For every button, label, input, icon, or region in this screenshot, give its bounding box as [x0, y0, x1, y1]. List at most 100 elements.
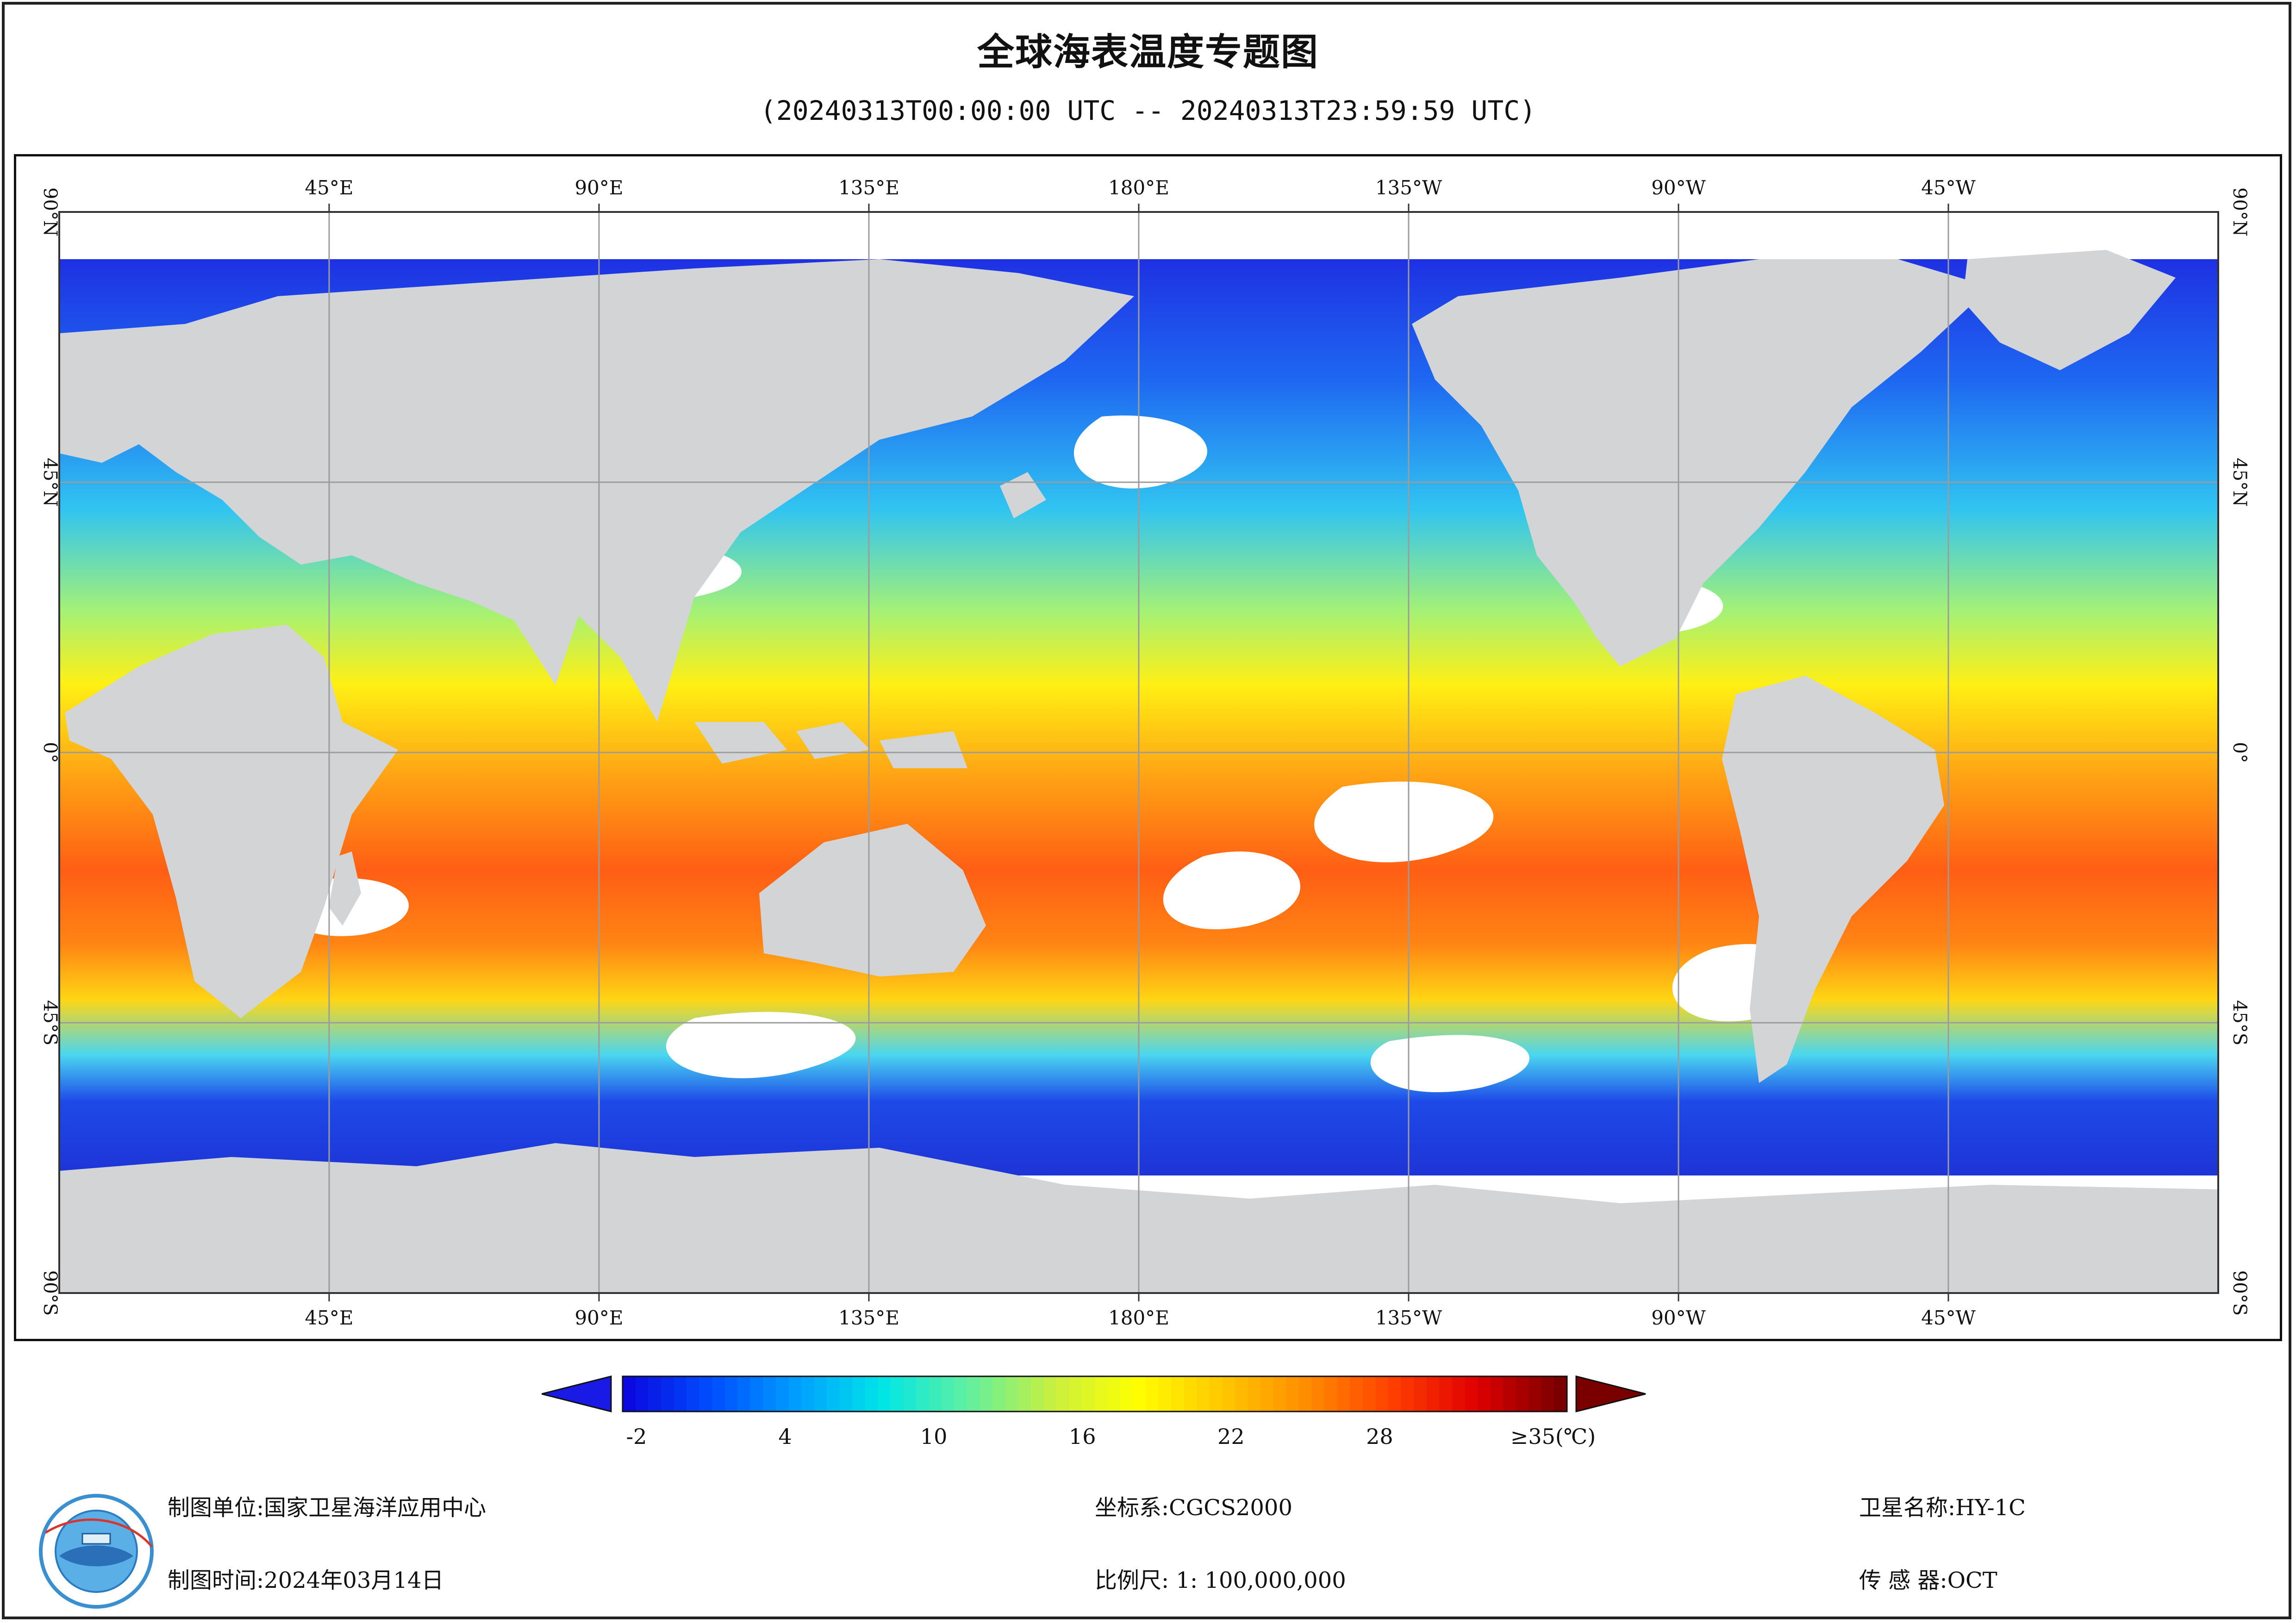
colorbar-cell: [1529, 1376, 1542, 1412]
colorbar-cell: [929, 1376, 942, 1412]
right-lat-label: 90°N: [2229, 187, 2250, 236]
colorbar-cell: [827, 1376, 840, 1412]
colorbar-cell: [1401, 1376, 1414, 1412]
colorbar-cell: [954, 1376, 967, 1412]
colorbar-cell: [1311, 1376, 1325, 1412]
colorbar-cell: [1235, 1376, 1248, 1412]
bottom-lon-label: 135°W: [1375, 1306, 1442, 1329]
top-lon-label: 180°E: [1108, 176, 1169, 199]
colorbar-tick-label: 4: [778, 1424, 792, 1449]
colorbar-tick-label: ≥35(℃): [1510, 1424, 1596, 1449]
colorbar-cell: [1133, 1376, 1146, 1412]
colorbar-cell: [1465, 1376, 1478, 1412]
colorbar-cell: [878, 1376, 891, 1412]
colorbar-cell: [903, 1376, 917, 1412]
colorbar-cell: [1260, 1376, 1274, 1412]
colorbar-cells: [623, 1376, 1567, 1412]
colorbar-cell: [763, 1376, 776, 1412]
colorbar-cell: [1554, 1376, 1567, 1412]
colorbar-cell: [1158, 1376, 1172, 1412]
colorbar-tick-label: 28: [1366, 1424, 1393, 1449]
colorbar-cell: [1184, 1376, 1198, 1412]
colorbar-cell: [814, 1376, 827, 1412]
right-lat-label: 90°S: [2229, 1270, 2250, 1316]
colorbar-cell: [1082, 1376, 1095, 1412]
colorbar-cell: [1107, 1376, 1121, 1412]
map-title: 全球海表温度专题图: [977, 31, 1319, 74]
colorbar-cell: [1146, 1376, 1159, 1412]
top-lon-label: 90°W: [1651, 176, 1706, 199]
colorbar-cell: [1018, 1376, 1031, 1412]
colorbar-cell: [750, 1376, 763, 1412]
left-lat-label: 90°S: [39, 1270, 61, 1316]
coordinate-system: 坐标系:CGCS2000: [1095, 1495, 1293, 1521]
colorbar-cell: [1452, 1376, 1466, 1412]
nsoas-logo-icon: [39, 1494, 154, 1609]
sst-colorbar: -2 4 10 16 22 28 ≥35(℃): [542, 1375, 1646, 1449]
mapping-unit: 制图单位:国家卫星海洋应用中心: [168, 1495, 487, 1521]
bottom-lon-label: 180°E: [1108, 1306, 1169, 1329]
colorbar-cell: [1337, 1376, 1350, 1412]
colorbar-cell: [1043, 1376, 1057, 1412]
colorbar-cell: [1005, 1376, 1019, 1412]
colorbar-tick-label: 10: [920, 1424, 948, 1449]
colorbar-cell: [1426, 1376, 1440, 1412]
colorbar-cell: [1248, 1376, 1261, 1412]
graticule: [59, 212, 2218, 1293]
colorbar-cell: [711, 1376, 725, 1412]
colorbar-cell: [1031, 1376, 1044, 1412]
colorbar-cell: [1299, 1376, 1312, 1412]
bottom-lon-label: 90°W: [1651, 1306, 1706, 1329]
colorbar-cell: [1222, 1376, 1235, 1412]
mapping-time: 制图时间:2024年03月14日: [168, 1567, 444, 1593]
left-lat-label: 90°N: [39, 187, 61, 236]
colorbar-cell: [686, 1376, 700, 1412]
colorbar-cell: [980, 1376, 993, 1412]
colorbar-cell: [865, 1376, 878, 1412]
colorbar-cell: [737, 1376, 751, 1412]
colorbar-cell: [635, 1376, 649, 1412]
colorbar-cell: [1350, 1376, 1363, 1412]
colorbar-cell: [623, 1376, 636, 1412]
colorbar-cell: [1478, 1376, 1491, 1412]
colorbar-cell: [801, 1376, 815, 1412]
colorbar-cell: [1210, 1376, 1223, 1412]
colorbar-cell: [1069, 1376, 1083, 1412]
colorbar-cell: [661, 1376, 674, 1412]
right-lat-label: 45°N: [2229, 458, 2250, 507]
bottom-lon-label: 135°E: [838, 1306, 899, 1329]
colorbar-cell: [1095, 1376, 1108, 1412]
colorbar-cell: [1197, 1376, 1210, 1412]
colorbar-cell: [1388, 1376, 1402, 1412]
colorbar-cell: [1516, 1376, 1529, 1412]
colorbar-cell: [1503, 1376, 1516, 1412]
bottom-lon-label: 45°E: [305, 1306, 353, 1329]
top-lon-label: 90°E: [574, 176, 623, 199]
colorbar-cell: [1171, 1376, 1185, 1412]
colorbar-tick-label: -2: [626, 1424, 647, 1449]
colorbar-cell: [1286, 1376, 1299, 1412]
colorbar-tick-label: 16: [1069, 1424, 1096, 1449]
bottom-lon-label: 90°E: [574, 1306, 623, 1329]
colorbar-cell: [890, 1376, 904, 1412]
colorbar-over-arrow: [1575, 1375, 1646, 1412]
satellite-name: 卫星名称:HY-1C: [1859, 1495, 2026, 1521]
left-lat-label: 45°N: [39, 458, 61, 507]
sst-map: 45°E 90°E 135°E 180°E 135°W 90°W 45°W 45…: [39, 176, 2250, 1329]
top-lon-label: 135°E: [838, 176, 899, 199]
colorbar-cell: [1541, 1376, 1555, 1412]
colorbar-under-arrow: [542, 1375, 612, 1412]
colorbar-cell: [1120, 1376, 1134, 1412]
colorbar-cell: [1375, 1376, 1389, 1412]
map-scale: 比例尺: 1: 100,000,000: [1095, 1567, 1346, 1593]
sensor-name: 传 感 器:OCT: [1859, 1567, 1997, 1593]
colorbar-tick-label: 22: [1217, 1424, 1245, 1449]
right-lat-label: 0°: [2229, 742, 2250, 763]
colorbar-cell: [699, 1376, 712, 1412]
colorbar-cell: [1056, 1376, 1070, 1412]
colorbar-cell: [788, 1376, 802, 1412]
map-frame: [14, 154, 2282, 1341]
colorbar-cell: [674, 1376, 687, 1412]
colorbar-cell: [1273, 1376, 1287, 1412]
